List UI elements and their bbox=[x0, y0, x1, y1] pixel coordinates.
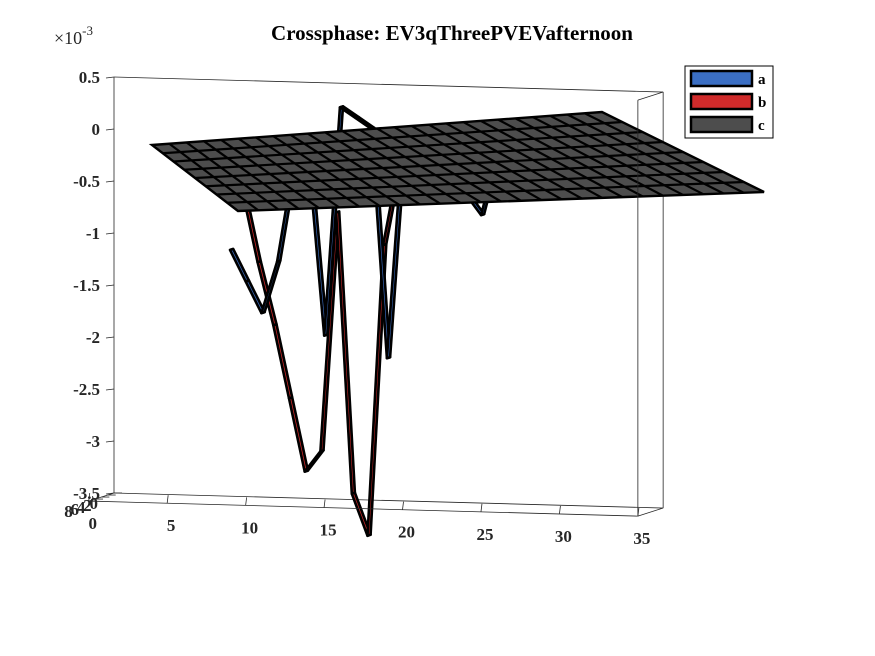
y-tick-label: 6 bbox=[71, 500, 80, 519]
legend-label-b: b bbox=[758, 95, 766, 111]
legend: a b c bbox=[684, 65, 774, 139]
x-tick-mark bbox=[637, 508, 640, 517]
x-tick-label: 35 bbox=[633, 529, 650, 548]
z-tick-label: -3.5 bbox=[73, 484, 100, 503]
x-tick-label: 5 bbox=[167, 516, 176, 535]
z-tick-label: -2 bbox=[86, 328, 100, 347]
x-tick-label: 15 bbox=[320, 521, 337, 540]
z-tick-label: 0.5 bbox=[79, 68, 100, 87]
legend-swatch-b bbox=[689, 92, 754, 111]
legend-label-a: a bbox=[758, 72, 766, 88]
series-c-grid-line bbox=[194, 150, 684, 180]
series-c-grid-line bbox=[173, 130, 643, 163]
x-tick-label: 25 bbox=[476, 525, 493, 544]
y-tick-label: 0 bbox=[90, 494, 99, 513]
x-tick-label: 0 bbox=[88, 514, 97, 533]
z-tick-label: -3 bbox=[86, 432, 100, 451]
z-tick-label: -2.5 bbox=[73, 380, 100, 399]
x-tick-label: 30 bbox=[555, 527, 572, 546]
legend-label-c: c bbox=[758, 118, 765, 134]
x-tick-label: 10 bbox=[241, 518, 258, 537]
series-c-plane bbox=[148, 110, 765, 213]
series-a-strip bbox=[354, 115, 376, 131]
series-c-grid-line bbox=[205, 160, 704, 188]
box-edge-back-1 bbox=[113, 76, 664, 93]
z-tick-label: -0.5 bbox=[73, 172, 100, 191]
axis-ticks: 0.50-0.5-1-1.5-2-2.5-3-3.50 5 10 15 20 25 30 35… bbox=[64, 68, 650, 548]
z-tick-mark bbox=[105, 388, 115, 391]
legend-swatch-a bbox=[689, 69, 754, 88]
z-tick-mark bbox=[105, 492, 115, 495]
z-exponent-power: -3 bbox=[82, 23, 93, 38]
series-b-strip bbox=[287, 396, 310, 473]
x-tick-mark bbox=[245, 497, 248, 506]
y-tick-label: 2 bbox=[83, 496, 92, 515]
legend-swatch-c bbox=[689, 115, 754, 134]
z-tick-mark bbox=[105, 76, 115, 79]
z-exponent-base: ×10 bbox=[54, 28, 82, 48]
z-tick-mark bbox=[105, 284, 115, 287]
x-tick-mark bbox=[166, 495, 169, 504]
box-edge-back-5 bbox=[637, 507, 664, 517]
series-c-surface bbox=[148, 110, 765, 213]
x-tick-mark bbox=[480, 503, 483, 512]
z-tick-label: -1 bbox=[86, 224, 100, 243]
series-a-strip bbox=[228, 247, 251, 283]
z-tick-mark bbox=[105, 180, 115, 183]
z-tick-mark bbox=[105, 336, 115, 339]
box-edge-back-4 bbox=[637, 91, 664, 101]
series-b-strip bbox=[303, 448, 325, 473]
z-tick-mark bbox=[105, 128, 115, 131]
x-tick-mark bbox=[402, 501, 404, 510]
series-c-grid-line bbox=[184, 140, 663, 171]
y-tick-label: 8 bbox=[64, 502, 73, 521]
series-c-grid-line bbox=[216, 170, 724, 196]
y-tick-label: 4 bbox=[77, 498, 86, 517]
z-tick-mark bbox=[105, 232, 115, 235]
x-tick-mark bbox=[323, 499, 326, 508]
series-b-strip bbox=[271, 322, 294, 400]
z-tick-label: 0 bbox=[92, 120, 101, 139]
series-c-grid-line bbox=[227, 180, 744, 204]
z-tick-label: -1.5 bbox=[73, 276, 100, 295]
z-tick-mark bbox=[105, 440, 115, 443]
x-tick-mark bbox=[559, 505, 561, 515]
series-b-strip bbox=[334, 210, 357, 496]
chart-title: Crossphase: EV3qThreePVEVafternoon bbox=[271, 21, 633, 45]
box-edge-front-2 bbox=[88, 500, 638, 517]
x-tick-mark bbox=[88, 493, 91, 502]
box-edge-back-3 bbox=[113, 492, 664, 509]
x-tick-label: 20 bbox=[398, 523, 415, 542]
z-exponent-label: ×10-3 bbox=[54, 23, 93, 48]
series-c-grid-line bbox=[162, 120, 623, 155]
